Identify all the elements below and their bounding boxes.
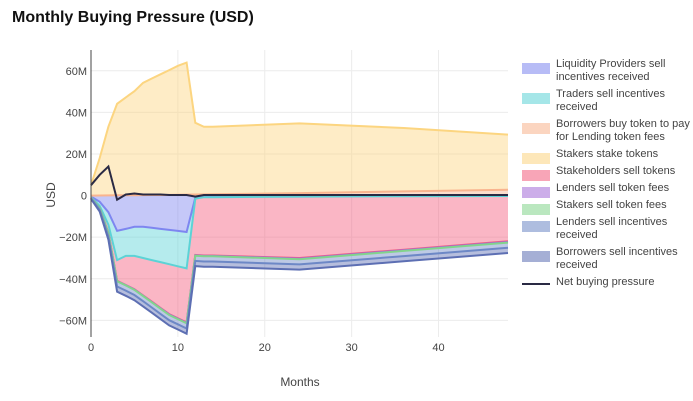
x-tick-label: 40 [432, 342, 444, 354]
area-edge-3 [90, 61, 509, 186]
legend-label: Stakers sell token fees [556, 199, 667, 211]
legend-label: Net buying pressure [556, 276, 655, 288]
legend-item[interactable]: Traders sell incentives received [520, 88, 690, 114]
legend-item[interactable]: Lenders sell token fees [520, 182, 690, 198]
legend-item[interactable]: Net buying pressure [520, 276, 690, 289]
legend-swatch [522, 187, 550, 198]
chart-axes: 60M 40M 20M 0 −20M −40M −60M 0 10 20 30 40 [59, 50, 445, 354]
chart-areas [91, 62, 508, 334]
area-series-4 [91, 196, 508, 323]
legend-label: Lenders sell incentives received [556, 216, 668, 241]
legend-item[interactable]: Stakers sell token fees [520, 199, 690, 215]
net-line-series [90, 164, 508, 202]
x-tick-label: 10 [172, 342, 184, 354]
legend-item[interactable]: Liquidity Providers sell incentives rece… [520, 58, 690, 84]
y-tick-label: −40M [59, 274, 87, 286]
area-series-7 [91, 197, 508, 329]
legend-label: Borrowers sell incentives received [556, 246, 678, 271]
legend-label: Stakeholders sell tokens [556, 165, 676, 177]
x-axis-title: Months [280, 375, 319, 389]
legend-label: Traders sell incentives received [556, 88, 666, 113]
legend-item[interactable]: Borrowers sell incentives received [520, 246, 690, 272]
x-tick-label: 30 [346, 342, 358, 354]
legend-swatch [522, 204, 550, 215]
legend-label: Liquidity Providers sell incentives rece… [556, 58, 666, 83]
legend-swatch [522, 153, 550, 164]
y-tick-label: 60M [66, 66, 87, 78]
legend-item[interactable]: Lenders sell incentives received [520, 216, 690, 242]
x-tick-label: 0 [88, 342, 94, 354]
y-tick-label: 0 [81, 191, 87, 203]
area-edge-1 [90, 195, 509, 270]
legend-label: Stakers stake tokens [556, 148, 659, 160]
y-tick-label: 40M [66, 107, 87, 119]
area-series-3 [91, 62, 508, 196]
chart-title: Monthly Buying Pressure (USD) [12, 9, 254, 26]
area-series-0 [91, 195, 508, 232]
legend-item[interactable]: Stakers stake tokens [520, 148, 690, 164]
chart-lines [90, 61, 509, 336]
y-tick-label: 20M [66, 149, 87, 161]
legend-swatch [522, 170, 550, 181]
legend-swatch [522, 63, 550, 74]
y-axis-title: USD [44, 182, 58, 208]
legend-label: Borrowers buy token to pay for Lending t… [556, 118, 690, 143]
legend-swatch [522, 123, 550, 134]
legend-swatch [522, 221, 550, 232]
area-series-8 [91, 198, 508, 334]
legend-item[interactable]: Borrowers buy token to pay for Lending t… [520, 118, 690, 144]
legend-swatch [522, 93, 550, 104]
legend-label: Lenders sell token fees [556, 182, 670, 194]
legend-swatch [522, 283, 550, 285]
legend-swatch [522, 251, 550, 262]
y-tick-label: −20M [59, 232, 87, 244]
x-tick-label: 20 [259, 342, 271, 354]
legend-item[interactable]: Stakeholders sell tokens [520, 165, 690, 181]
area-series-1 [91, 195, 508, 269]
area-edge-8 [90, 198, 509, 336]
chart-legend: Liquidity Providers sell incentives rece… [520, 58, 690, 293]
y-tick-label: −60M [59, 315, 87, 327]
